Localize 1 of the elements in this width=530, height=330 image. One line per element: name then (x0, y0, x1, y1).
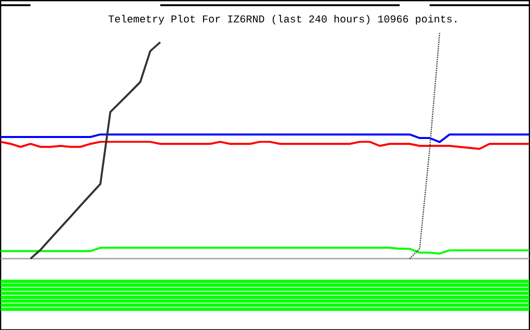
text: Telemetry Plot For IZ6RND (last 240 hours) 10966 points. (108, 14, 456, 24)
